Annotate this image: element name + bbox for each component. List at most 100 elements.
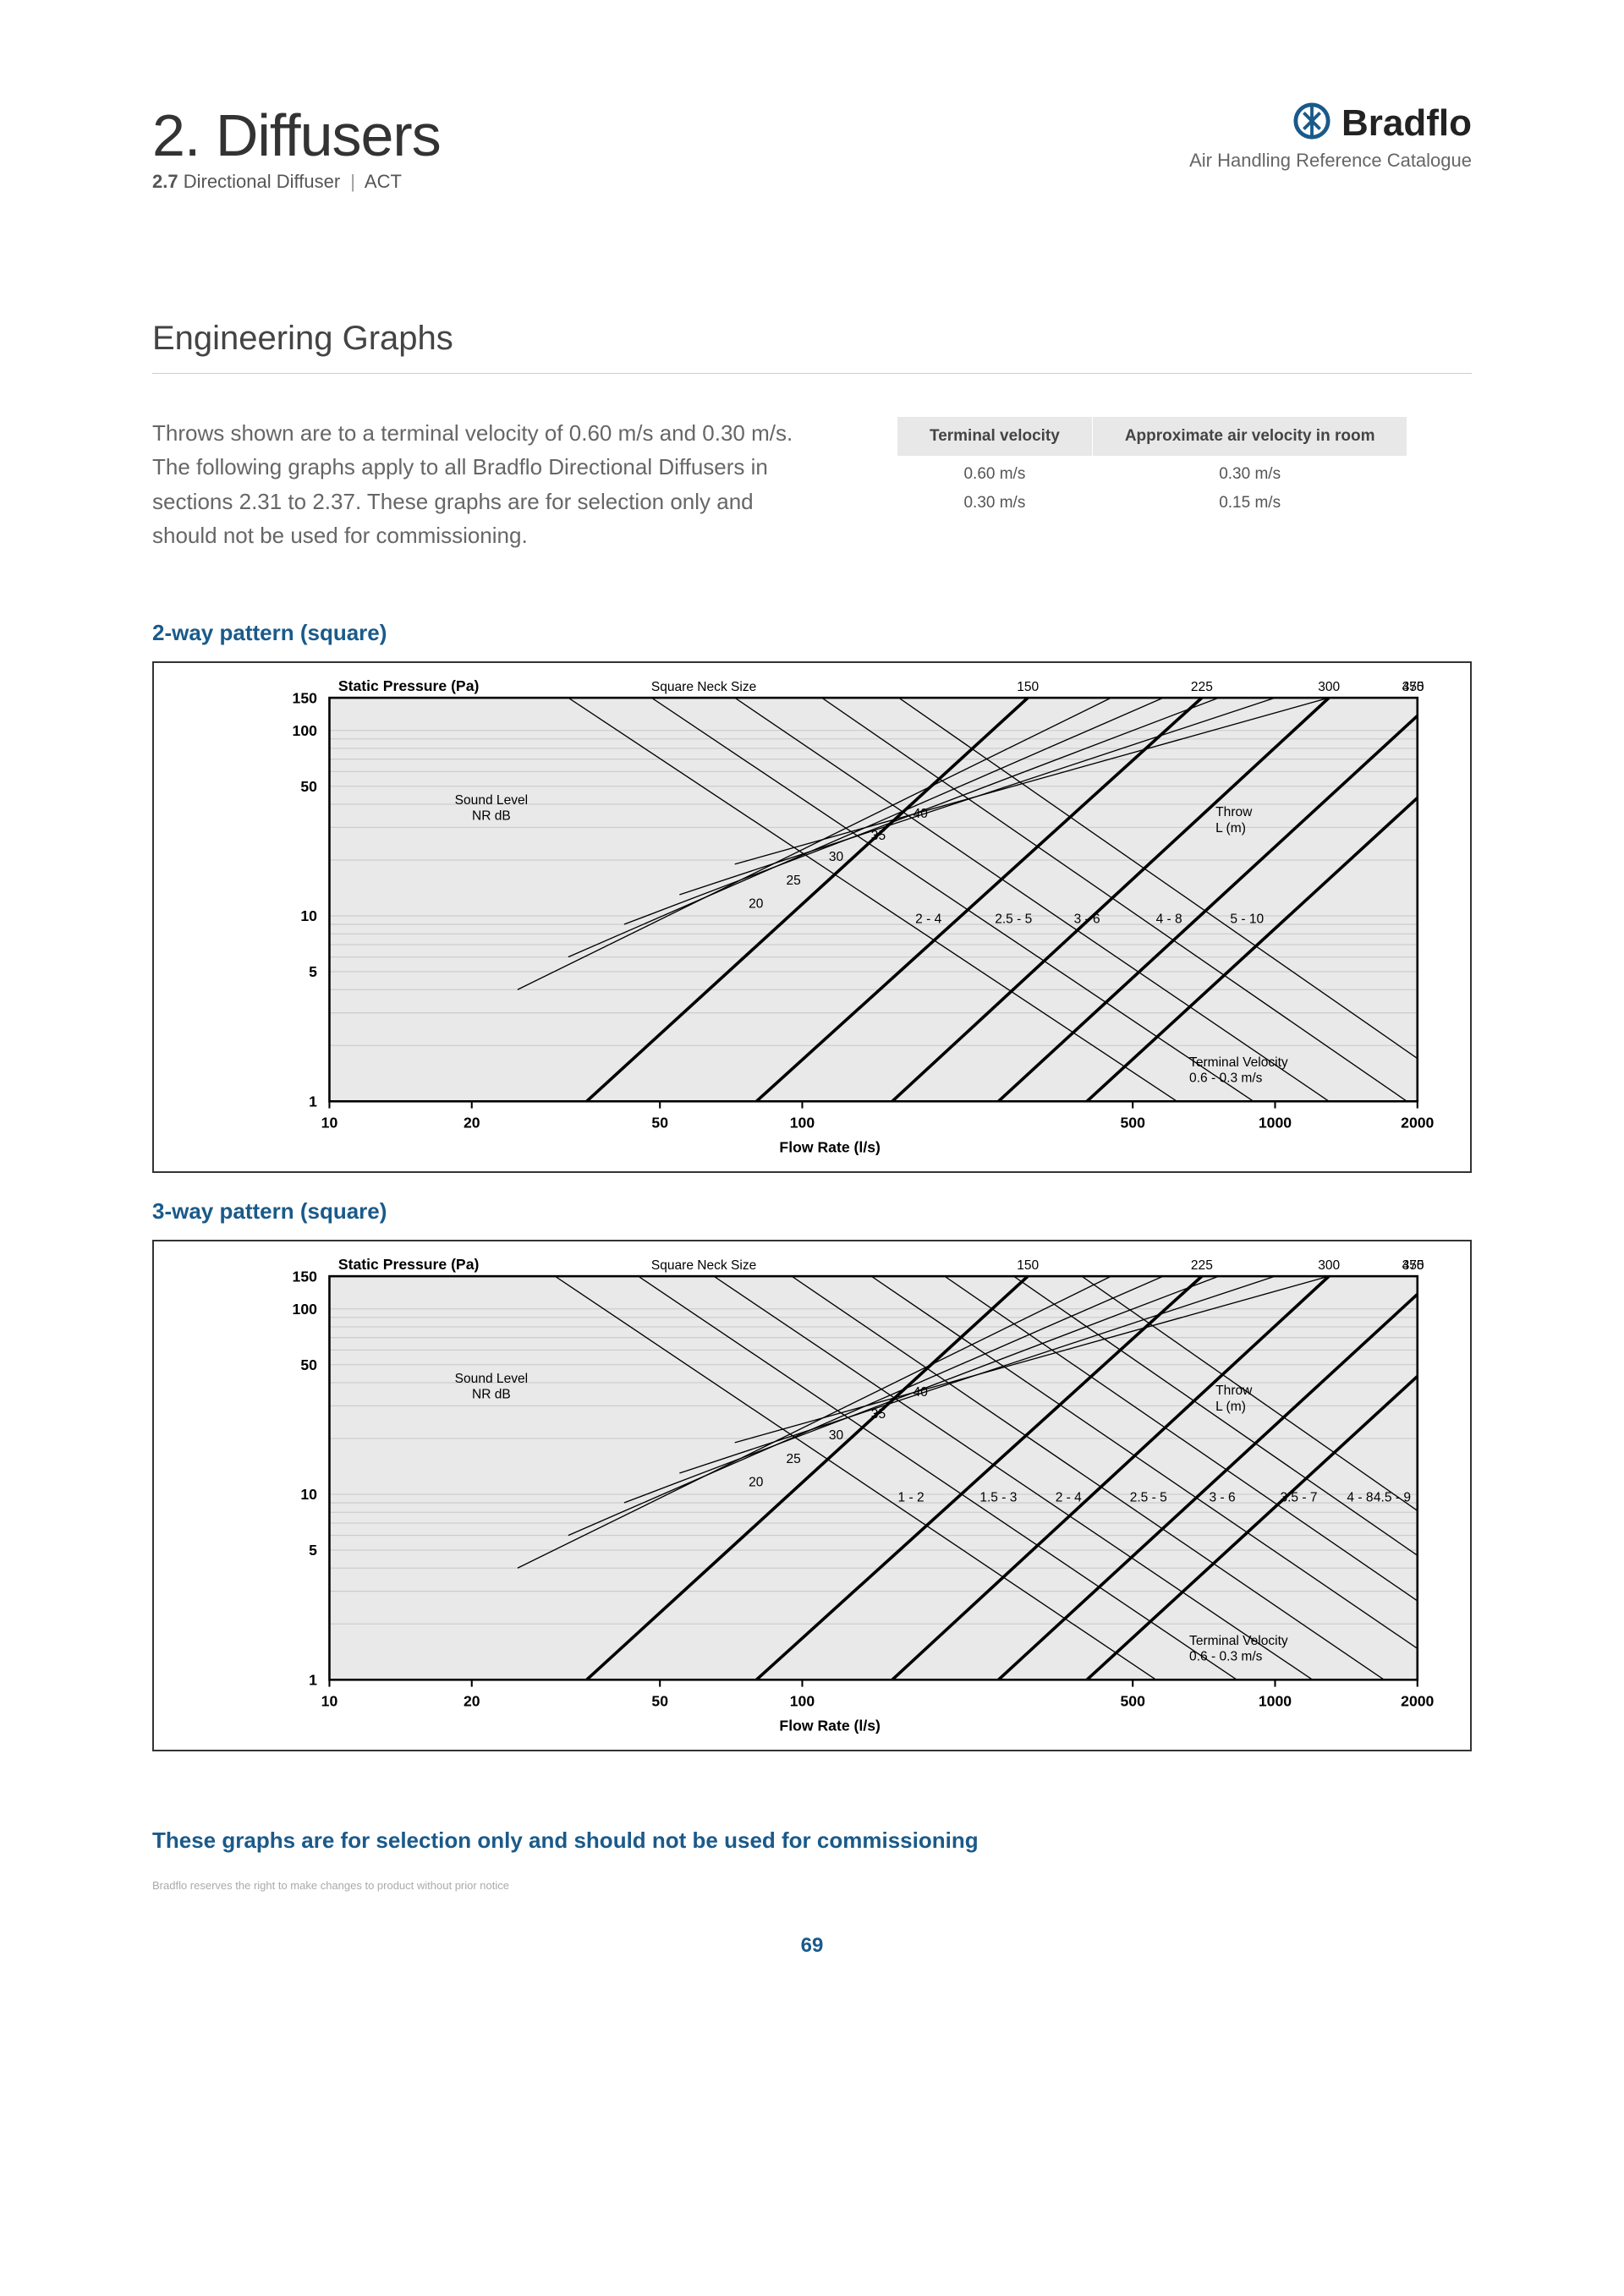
- page-header: 2. Diffusers 2.7 Directional Diffuser | …: [152, 101, 1472, 193]
- chart-container: 1 5 10 50 100 150 10 20 50 100 500 1000 2000 Static P…: [152, 661, 1472, 1173]
- svg-text:40: 40: [914, 1385, 929, 1400]
- svg-text:50: 50: [300, 1356, 317, 1373]
- svg-text:L (m): L (m): [1215, 821, 1246, 836]
- svg-text:30: 30: [829, 850, 844, 864]
- svg-text:3.5 - 7: 3.5 - 7: [1280, 1491, 1317, 1505]
- svg-text:10: 10: [321, 1115, 338, 1132]
- svg-text:2000: 2000: [1401, 1115, 1434, 1132]
- svg-text:Flow Rate (l/s): Flow Rate (l/s): [779, 1139, 880, 1156]
- svg-text:20: 20: [464, 1115, 480, 1132]
- svg-text:3 - 6: 3 - 6: [1074, 912, 1100, 927]
- section-title: Engineering Graphs: [152, 320, 1472, 374]
- intro-row: Throws shown are to a terminal velocity …: [152, 416, 1472, 552]
- subsection-number: 2.7: [152, 171, 178, 192]
- svg-text:1000: 1000: [1259, 1115, 1292, 1132]
- svg-text:5 - 10: 5 - 10: [1230, 912, 1264, 927]
- svg-text:20: 20: [749, 1476, 764, 1490]
- brand-logo-icon: [1292, 101, 1331, 145]
- svg-text:50: 50: [651, 1115, 668, 1132]
- svg-text:150: 150: [1017, 1258, 1039, 1273]
- svg-text:3 - 6: 3 - 6: [1210, 1491, 1236, 1505]
- svg-text:Static Pressure (Pa): Static Pressure (Pa): [338, 1256, 480, 1273]
- svg-text:L (m): L (m): [1215, 1400, 1246, 1414]
- svg-text:100: 100: [790, 1693, 815, 1710]
- svg-text:100: 100: [293, 1301, 318, 1318]
- chart-svg: 15105010015010205010050010002000Static P…: [154, 1250, 1470, 1741]
- svg-text:30: 30: [829, 1428, 844, 1443]
- table-cell: 0.60 m/s: [897, 457, 1093, 486]
- svg-text:450: 450: [1402, 1258, 1424, 1273]
- svg-text:100: 100: [790, 1115, 815, 1132]
- table-header: Terminal velocity: [897, 417, 1093, 457]
- svg-text:2.5 - 5: 2.5 - 5: [995, 912, 1032, 927]
- header-left: 2. Diffusers 2.7 Directional Diffuser | …: [152, 101, 441, 193]
- chapter-title: 2. Diffusers: [152, 101, 441, 169]
- svg-text:10: 10: [300, 1486, 317, 1503]
- svg-text:Static Pressure (Pa): Static Pressure (Pa): [338, 677, 480, 694]
- disclaimer: Bradflo reserves the right to make chang…: [152, 1879, 1472, 1892]
- svg-text:50: 50: [300, 778, 317, 795]
- header-right: Bradflo Air Handling Reference Catalogue: [1189, 101, 1472, 172]
- subsection-name: Directional Diffuser: [184, 171, 340, 192]
- svg-text:4 - 8: 4 - 8: [1347, 1491, 1373, 1505]
- velocity-table: Terminal velocity Approximate air veloci…: [897, 416, 1407, 521]
- subsection-code: ACT: [365, 171, 402, 192]
- svg-text:Square Neck Size: Square Neck Size: [651, 680, 756, 694]
- brand-row: Bradflo: [1189, 101, 1472, 145]
- intro-paragraph: Throws shown are to a terminal velocity …: [152, 416, 795, 552]
- svg-text:500: 500: [1120, 1115, 1145, 1132]
- svg-text:1 - 2: 1 - 2: [897, 1491, 924, 1505]
- svg-text:Terminal Velocity: Terminal Velocity: [1189, 1055, 1288, 1070]
- svg-text:25: 25: [786, 874, 800, 888]
- table-cell: 0.30 m/s: [897, 485, 1093, 521]
- svg-text:4.5 - 9: 4.5 - 9: [1374, 1491, 1411, 1505]
- svg-text:NR dB: NR dB: [472, 809, 511, 824]
- svg-text:Sound Level: Sound Level: [455, 793, 528, 808]
- svg-text:Throw: Throw: [1215, 1384, 1253, 1398]
- svg-text:1.5 - 3: 1.5 - 3: [979, 1491, 1017, 1505]
- brand-subtitle: Air Handling Reference Catalogue: [1189, 150, 1472, 172]
- svg-text:5: 5: [309, 963, 317, 980]
- svg-text:500: 500: [1120, 1693, 1145, 1710]
- svg-text:4 - 8: 4 - 8: [1156, 912, 1182, 927]
- chart-svg: 1 5 10 50 100 150 10 20 50 100 500 1000 2000 Static P…: [154, 671, 1470, 1163]
- svg-text:100: 100: [293, 722, 318, 739]
- svg-text:2.5 - 5: 2.5 - 5: [1130, 1491, 1167, 1505]
- svg-text:Flow Rate (l/s): Flow Rate (l/s): [779, 1718, 880, 1734]
- svg-text:150: 150: [293, 1268, 318, 1285]
- table-cell: 0.30 m/s: [1092, 457, 1407, 486]
- chart-title: 3-way pattern (square): [152, 1198, 1472, 1225]
- svg-text:1: 1: [309, 1093, 317, 1110]
- svg-text:35: 35: [871, 829, 886, 843]
- svg-text:2 - 4: 2 - 4: [915, 912, 941, 927]
- svg-text:25: 25: [786, 1452, 800, 1466]
- svg-text:50: 50: [651, 1693, 668, 1710]
- svg-text:150: 150: [293, 690, 318, 707]
- svg-text:1000: 1000: [1259, 1693, 1292, 1710]
- svg-text:Sound Level: Sound Level: [455, 1372, 528, 1386]
- svg-text:0.6 - 0.3 m/s: 0.6 - 0.3 m/s: [1189, 1071, 1263, 1086]
- svg-text:10: 10: [321, 1693, 338, 1710]
- footnote: These graphs are for selection only and …: [152, 1827, 1472, 1854]
- svg-text:5: 5: [309, 1542, 317, 1559]
- chart-title: 2-way pattern (square): [152, 620, 1472, 646]
- svg-text:Throw: Throw: [1215, 805, 1253, 819]
- svg-text:NR dB: NR dB: [472, 1388, 511, 1402]
- table-cell: 0.15 m/s: [1092, 485, 1407, 521]
- svg-text:Square Neck Size: Square Neck Size: [651, 1258, 756, 1273]
- chapter-subtitle: 2.7 Directional Diffuser | ACT: [152, 171, 441, 193]
- svg-text:0.6 - 0.3 m/s: 0.6 - 0.3 m/s: [1189, 1650, 1263, 1664]
- separator: |: [350, 171, 355, 192]
- svg-text:150: 150: [1017, 680, 1039, 694]
- svg-text:10: 10: [300, 907, 317, 924]
- svg-text:225: 225: [1191, 680, 1213, 694]
- svg-text:300: 300: [1318, 1258, 1340, 1273]
- svg-text:20: 20: [464, 1693, 480, 1710]
- svg-text:1: 1: [309, 1672, 317, 1689]
- svg-text:450: 450: [1402, 680, 1424, 694]
- svg-text:40: 40: [914, 807, 929, 821]
- svg-text:225: 225: [1191, 1258, 1213, 1273]
- svg-text:20: 20: [749, 897, 764, 912]
- svg-text:300: 300: [1318, 680, 1340, 694]
- svg-text:35: 35: [871, 1407, 886, 1422]
